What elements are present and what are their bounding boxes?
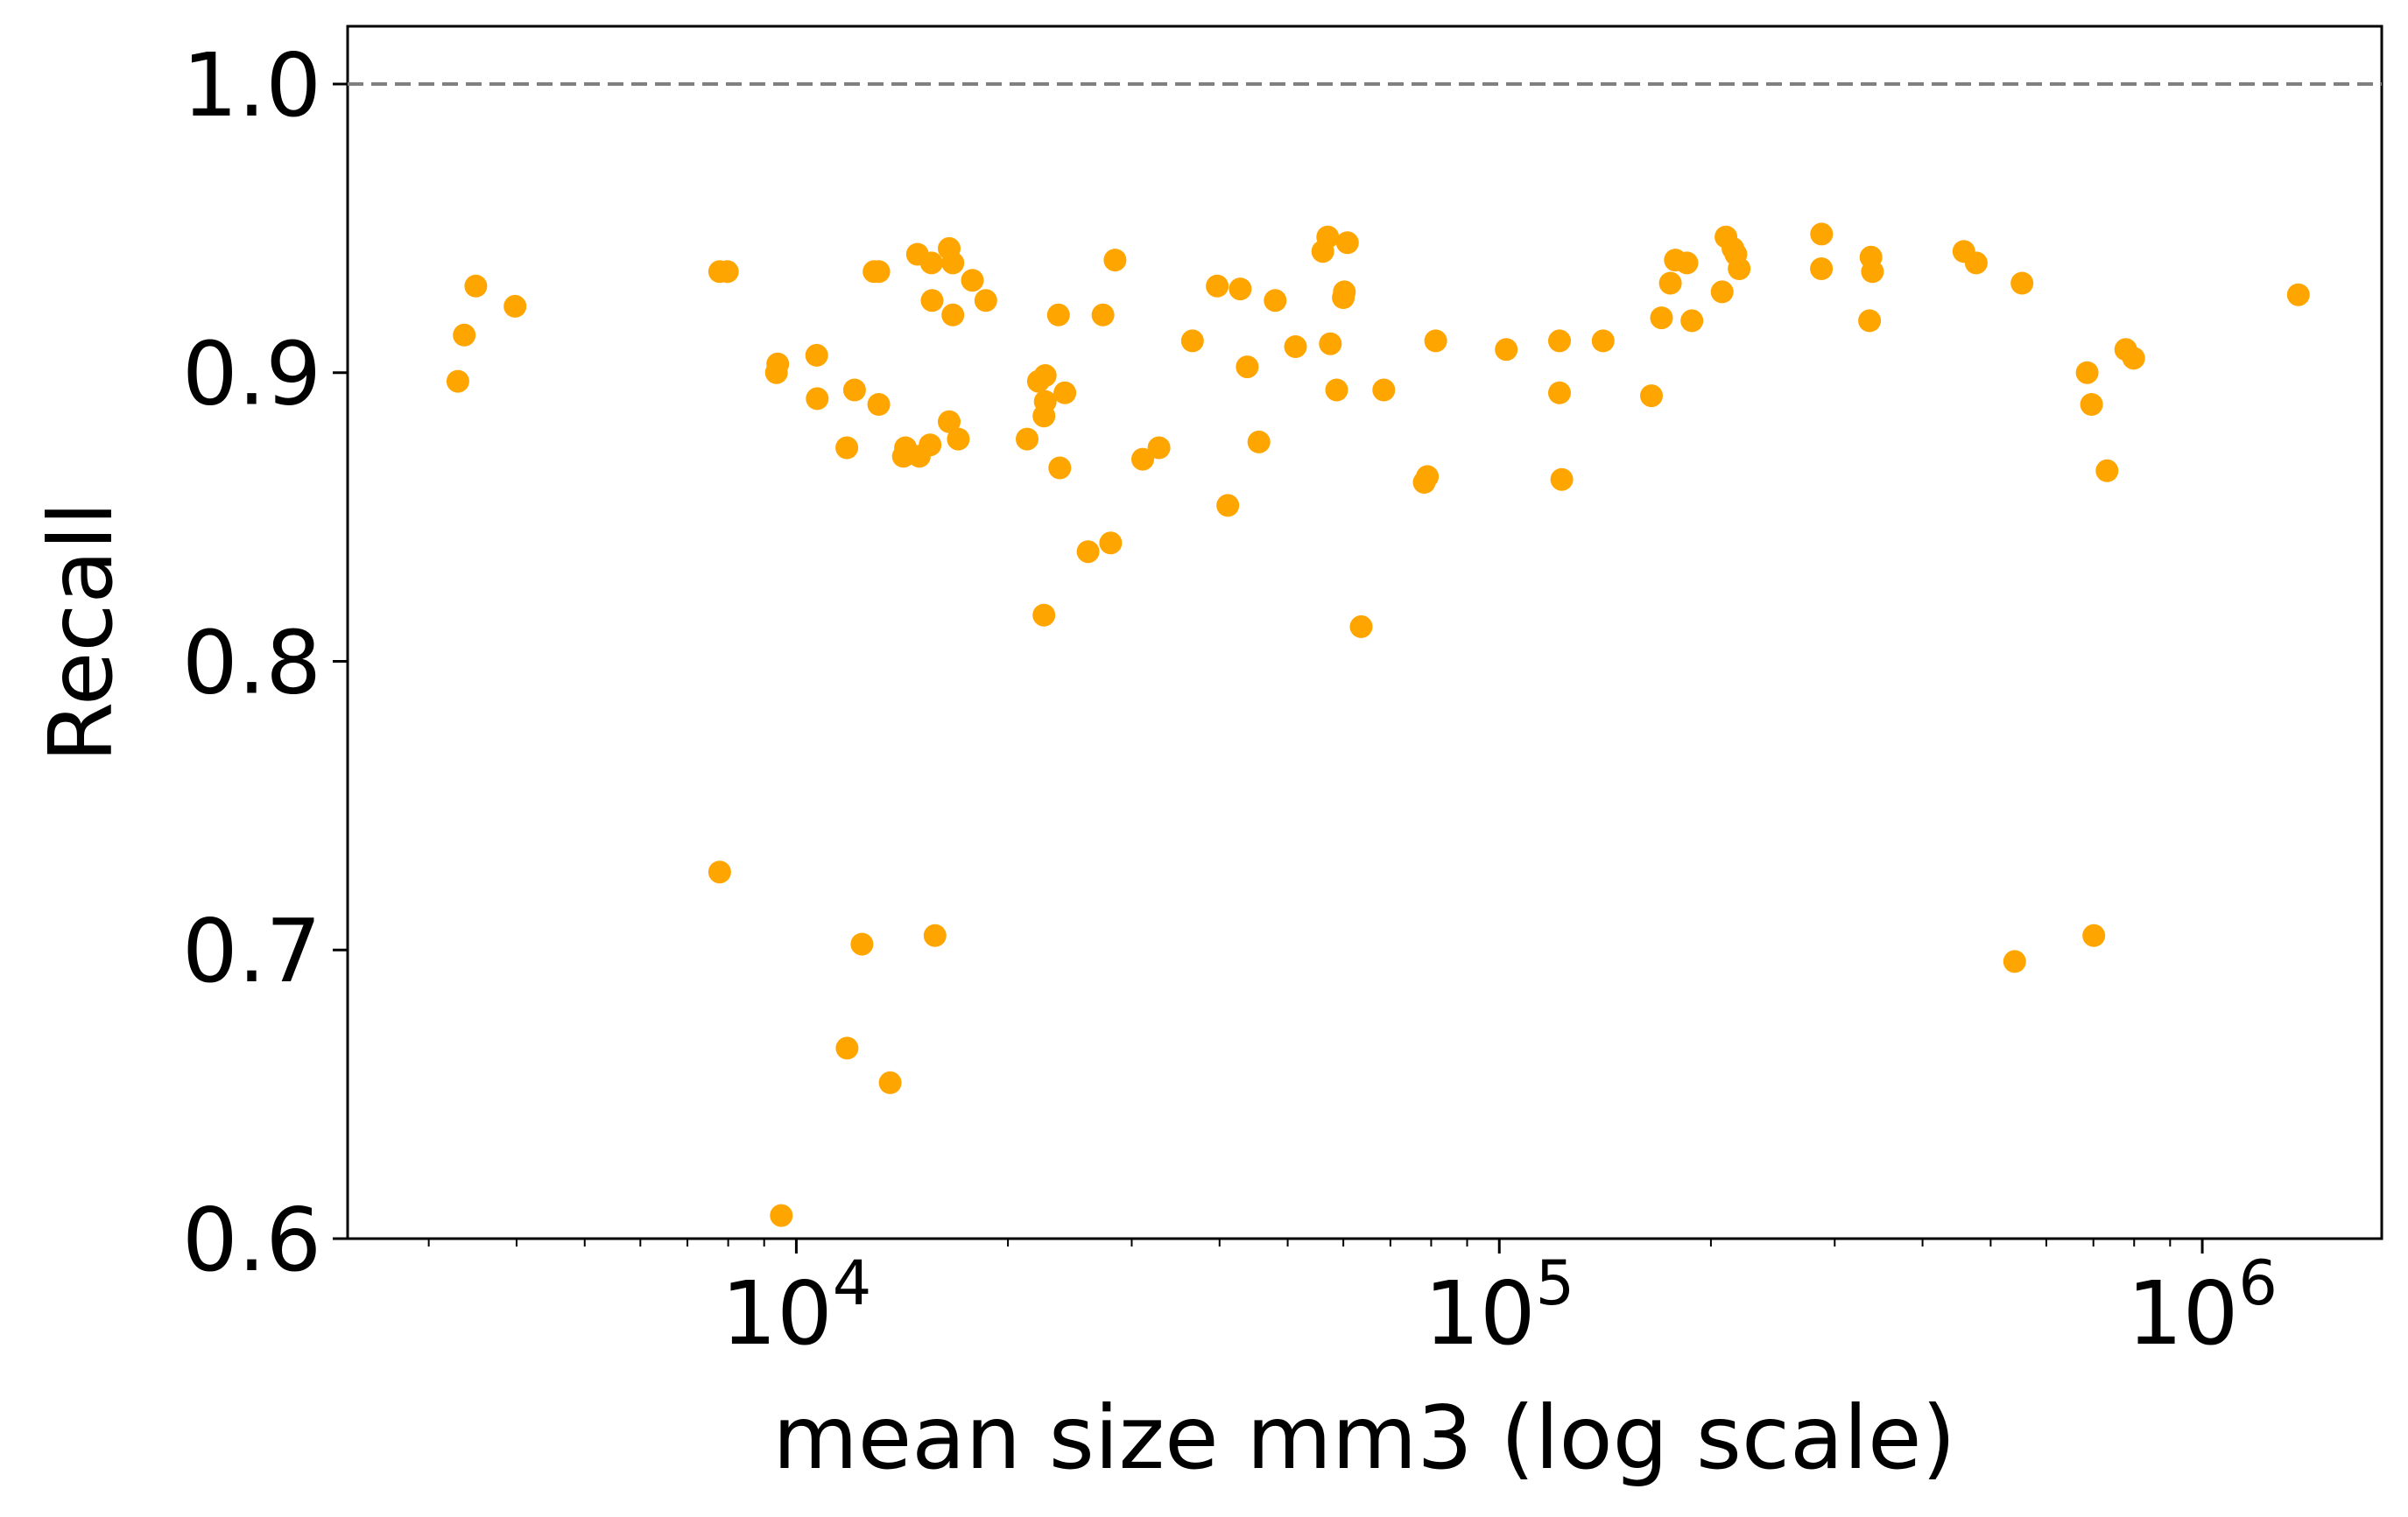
data-point <box>1076 540 1100 564</box>
data-point <box>2122 347 2145 370</box>
data-point <box>923 924 947 947</box>
data-point <box>2003 950 2026 973</box>
y-tick-label: 0.6 <box>182 1189 321 1291</box>
data-point <box>1728 257 1751 280</box>
data-point <box>1264 289 1287 313</box>
y-axis-label: Recall <box>30 502 132 762</box>
data-point <box>1964 251 1988 275</box>
data-point <box>1032 404 1056 428</box>
data-point <box>1858 309 1882 333</box>
data-point <box>878 1071 902 1094</box>
data-point <box>1229 277 1252 301</box>
data-point <box>1103 249 1127 272</box>
y-tick-label: 0.7 <box>182 900 321 1002</box>
plot-frame <box>346 25 2383 1240</box>
data-point <box>1810 222 1834 246</box>
data-point <box>1675 251 1699 275</box>
data-point <box>805 343 828 367</box>
data-point <box>1319 332 1342 355</box>
data-point <box>2080 393 2103 416</box>
data-point <box>464 274 488 298</box>
data-point <box>1495 338 1518 362</box>
data-point <box>941 303 965 327</box>
data-point <box>1180 329 1204 353</box>
data-point <box>1424 329 1447 353</box>
data-point <box>1284 335 1307 358</box>
data-point <box>770 1204 793 1227</box>
data-point <box>1548 381 1571 404</box>
data-point <box>1247 430 1271 453</box>
plot-area <box>346 25 2383 1240</box>
x-tick-label: 105 <box>1424 1247 1574 1365</box>
data-point <box>453 323 476 347</box>
data-point <box>708 860 731 884</box>
data-point <box>1680 309 1704 333</box>
data-point <box>867 260 891 284</box>
x-axis: 104 105 106 <box>427 1239 2278 1365</box>
data-point <box>1033 364 1057 387</box>
data-point <box>1091 303 1115 327</box>
data-point <box>1335 231 1359 255</box>
x-axis-label: mean size mm3 (log scale) <box>772 1387 1955 1489</box>
data-point <box>503 294 527 318</box>
data-point <box>1349 615 1373 638</box>
data-point <box>1416 465 1440 488</box>
y-tick-label: 0.8 <box>182 611 321 713</box>
data-point <box>1591 329 1615 353</box>
data-point <box>1658 271 1682 295</box>
data-point <box>1216 494 1240 517</box>
data-point <box>1147 436 1171 460</box>
data-point <box>1548 329 1571 353</box>
data-point <box>1236 355 1259 379</box>
x-tick-label: 104 <box>722 1247 872 1365</box>
data-point <box>1372 378 1396 402</box>
data-point <box>1053 381 1077 404</box>
data-point <box>2075 361 2099 384</box>
data-point <box>2286 283 2310 306</box>
data-point <box>1550 467 1574 491</box>
data-point <box>1016 427 1039 451</box>
data-point <box>2010 271 2034 295</box>
y-tick-label: 0.9 <box>182 323 321 425</box>
data-point <box>1640 384 1663 408</box>
data-point <box>961 269 984 292</box>
y-tick-label: 1.0 <box>182 34 321 137</box>
data-point <box>947 427 970 451</box>
data-point <box>842 378 866 402</box>
data-point <box>835 1036 859 1060</box>
data-point <box>974 289 997 313</box>
data-point <box>850 932 874 956</box>
data-point <box>1099 531 1123 555</box>
data-point <box>941 251 965 275</box>
data-point <box>1325 378 1348 402</box>
data-point <box>715 260 739 284</box>
y-axis: 0.6 0.7 0.8 0.9 1.0 <box>182 34 348 1291</box>
data-point <box>867 393 891 416</box>
x-tick-label: 106 <box>2127 1247 2278 1365</box>
data-point <box>1333 280 1356 304</box>
data-point <box>806 387 829 411</box>
data-point <box>919 251 943 275</box>
data-point <box>835 436 859 460</box>
data-point <box>1046 303 1070 327</box>
data-point <box>1861 260 1884 284</box>
data-point <box>1650 306 1673 330</box>
data-point <box>1048 456 1072 480</box>
data-point <box>919 433 942 457</box>
data-point <box>1710 280 1734 304</box>
data-point <box>1131 447 1154 471</box>
data-points <box>446 222 2310 1227</box>
data-point <box>1810 257 1834 280</box>
data-point <box>1206 274 1229 298</box>
data-point <box>920 289 944 313</box>
data-point <box>1032 603 1056 627</box>
data-point <box>446 369 469 393</box>
data-point <box>938 410 961 433</box>
data-point <box>2095 459 2119 482</box>
data-point <box>764 361 788 384</box>
data-point <box>2082 924 2106 947</box>
data-point <box>1316 225 1340 249</box>
